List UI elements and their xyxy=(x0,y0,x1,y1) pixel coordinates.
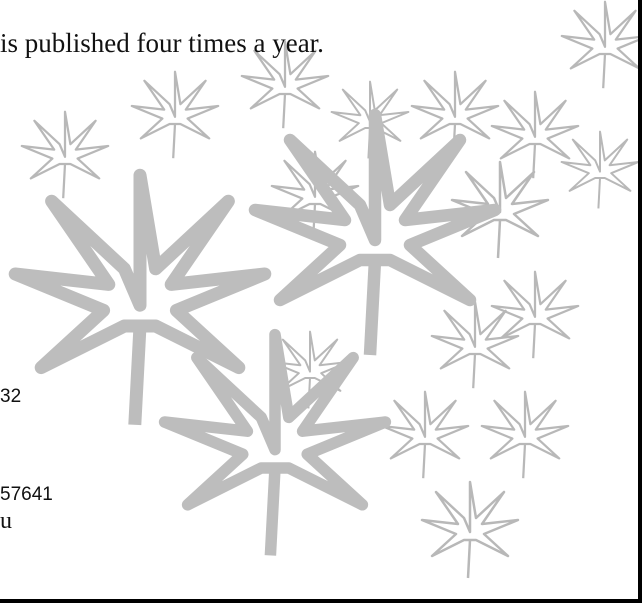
text-fragment: u xyxy=(0,508,12,534)
text-fragment: 32 xyxy=(0,386,22,407)
text-fragment: 57641 xyxy=(0,484,53,505)
body-text: is published four times a year. xyxy=(0,28,324,58)
